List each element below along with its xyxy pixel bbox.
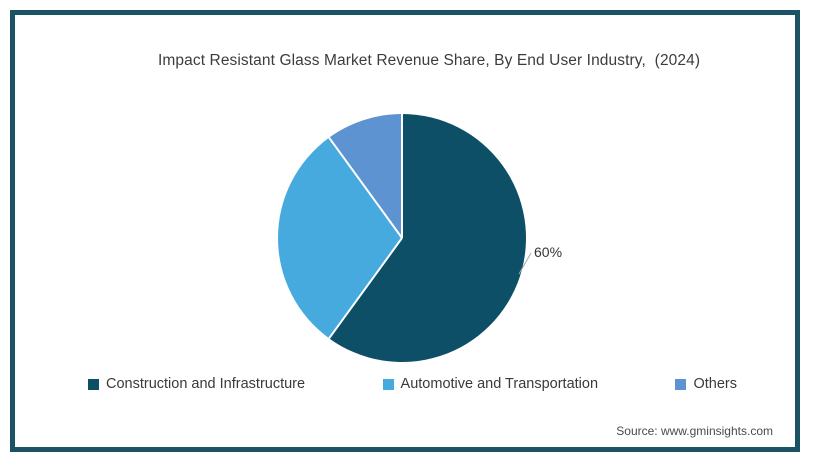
legend-item-construction-and-infrastructure: Construction and Infrastructure bbox=[88, 376, 305, 392]
pie-separators bbox=[328, 114, 403, 339]
source-credit: Source: www.gminsights.com bbox=[616, 424, 773, 438]
legend-item-automotive-and-transportation: Automotive and Transportation bbox=[382, 376, 599, 392]
pie-slice-others bbox=[329, 113, 402, 238]
slice-separator bbox=[328, 237, 403, 339]
legend-item-others: Others bbox=[675, 376, 737, 392]
legend-swatch-icon bbox=[382, 378, 394, 390]
slice-percent-label: 60% bbox=[534, 244, 562, 260]
legend-label: Construction and Infrastructure bbox=[106, 376, 306, 392]
label-leader-line bbox=[518, 252, 532, 275]
slice-separator bbox=[328, 137, 403, 239]
pie-slices bbox=[277, 113, 526, 363]
pie-slice-automotive-and-transportation bbox=[277, 137, 402, 339]
legend-label: Automotive and Transportation bbox=[400, 376, 599, 392]
legend-swatch-icon bbox=[675, 378, 687, 390]
legend: Construction and Infrastructure Automotiv… bbox=[88, 376, 737, 392]
legend-label: Others bbox=[693, 376, 737, 392]
legend-swatch-icon bbox=[88, 378, 99, 390]
chart-title: Impact Resistant Glass Market Revenue Sh… bbox=[158, 52, 701, 69]
pie-slice-construction-and-infrastructure bbox=[329, 114, 526, 363]
